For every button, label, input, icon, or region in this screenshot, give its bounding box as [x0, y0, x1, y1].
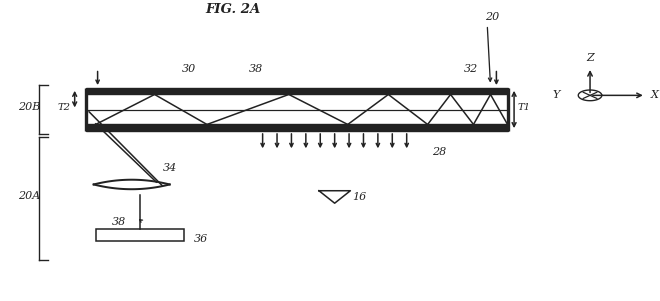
Text: 34: 34 [162, 163, 177, 173]
Text: X: X [650, 90, 658, 100]
Bar [86, 125, 508, 131]
Text: 16: 16 [352, 192, 366, 202]
Text: T2: T2 [58, 103, 71, 112]
Text: FIG. 2A: FIG. 2A [205, 3, 261, 16]
Text: 36: 36 [194, 234, 208, 244]
Text: 32: 32 [464, 64, 478, 73]
Bar [96, 229, 184, 241]
Text: 20: 20 [484, 12, 499, 22]
Text: 28: 28 [432, 147, 446, 157]
Text: Z: Z [586, 53, 594, 63]
Bar [86, 88, 508, 95]
Text: 30: 30 [182, 64, 197, 73]
Text: 20A: 20A [18, 191, 40, 201]
Text: 38: 38 [112, 217, 127, 228]
Text: T1: T1 [518, 103, 531, 112]
Text: 38: 38 [249, 64, 263, 73]
Text: 20B: 20B [18, 102, 40, 112]
Text: Y: Y [552, 90, 560, 100]
